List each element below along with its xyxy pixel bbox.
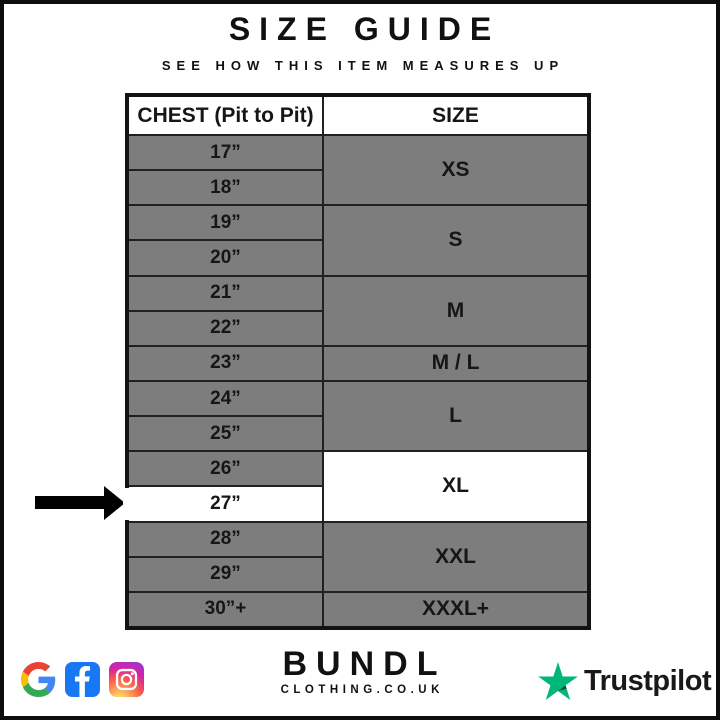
chest-cell-22: 22” xyxy=(129,311,322,345)
chest-cell-20: 20” xyxy=(129,241,322,275)
size-cell-xxxl-plus: XXXL+ xyxy=(324,592,587,626)
highlight-row-border-gap xyxy=(123,488,131,520)
chest-cell-30plus: 30”+ xyxy=(129,592,322,626)
size-guide-table: CHEST (Pit to Pit) SIZE 17” 18” 19” 20” … xyxy=(125,93,591,630)
size-cell-l: L xyxy=(324,381,587,451)
page-subtitle: SEE HOW THIS ITEM MEASURES UP xyxy=(161,58,565,73)
size-cell-s: S xyxy=(324,206,587,275)
arrow-head xyxy=(104,486,125,520)
size-cell-m-l: M / L xyxy=(324,346,587,380)
chest-cell-25: 25” xyxy=(129,417,322,451)
trustpilot-star-icon xyxy=(538,662,578,700)
brand-domain: CLOTHING.CO.UK xyxy=(280,684,444,696)
column-header-size: SIZE xyxy=(324,97,587,134)
chest-cell-28: 28” xyxy=(129,522,322,556)
arrow-shaft xyxy=(35,496,107,509)
size-cell-m: M xyxy=(324,276,587,345)
instagram-icon[interactable] xyxy=(109,662,144,697)
column-header-chest: CHEST (Pit to Pit) xyxy=(129,97,322,134)
chest-cell-18: 18” xyxy=(129,171,322,205)
size-cell-xl-highlighted: XL xyxy=(324,452,587,521)
chest-cell-21: 21” xyxy=(129,276,322,310)
google-icon[interactable] xyxy=(21,662,56,697)
facebook-icon[interactable] xyxy=(65,662,100,697)
chest-cell-24: 24” xyxy=(129,381,322,416)
chest-cell-23: 23” xyxy=(129,346,322,380)
size-cell-xxl: XXL xyxy=(324,522,587,591)
trustpilot-logo[interactable]: Trustpilot xyxy=(538,662,712,700)
chest-cell-26: 26” xyxy=(129,452,322,486)
chest-cell-27-highlighted: 27” xyxy=(129,487,322,521)
trustpilot-label: Trustpilot xyxy=(584,664,712,697)
size-cell-xs: XS xyxy=(324,136,587,205)
brand-logo: BUNDL CLOTHING.CO.UK xyxy=(0,647,720,696)
page-title: SIZE GUIDE xyxy=(228,11,501,47)
brand-name: BUNDL xyxy=(282,645,447,683)
chest-cell-29: 29” xyxy=(129,557,322,591)
chest-cell-19: 19” xyxy=(129,206,322,240)
chest-cell-17: 17” xyxy=(129,136,322,170)
